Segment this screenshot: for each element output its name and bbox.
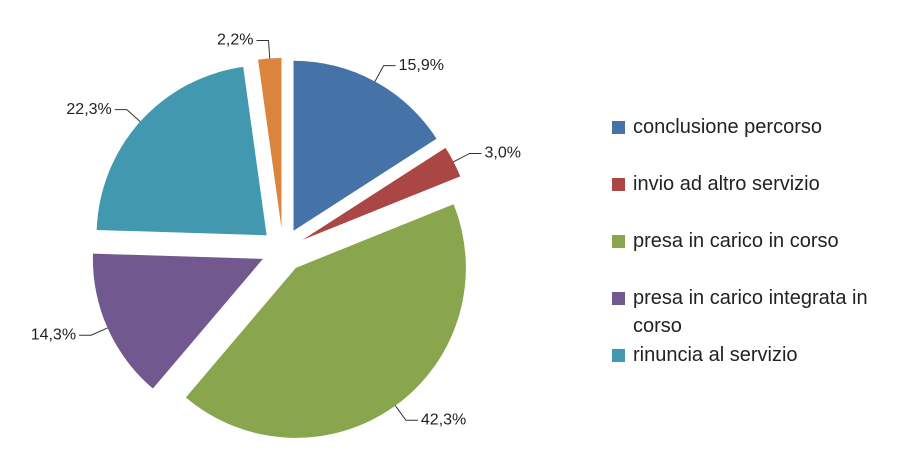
legend-item: conclusione percorso: [612, 113, 912, 170]
legend-label: presa in carico integrata in corso: [633, 287, 868, 337]
data-label: 2,2%: [217, 32, 253, 49]
pie-slice: [92, 253, 263, 389]
data-label: 22,3%: [66, 101, 111, 118]
legend-label: rinuncia al servizio: [633, 344, 798, 366]
legend-item: presa in carico integrata in corso: [612, 284, 912, 341]
data-label: 42,3%: [421, 411, 466, 428]
pie-slice: [258, 58, 282, 229]
legend-item: rinuncia al servizio: [612, 341, 912, 398]
leader-line: [79, 327, 108, 336]
legend-swatch: [612, 121, 625, 134]
leader-line: [453, 152, 482, 163]
legend-swatch: [612, 292, 625, 305]
pie-slice: [302, 147, 461, 240]
legend: conclusione percorso invio ad altro servi…: [612, 113, 912, 398]
leader-line: [394, 405, 418, 421]
data-label: 14,3%: [31, 326, 76, 343]
legend-label: invio ad altro servizio: [633, 173, 820, 195]
leader-line: [256, 40, 271, 59]
leader-line: [114, 109, 141, 123]
legend-item: presa in carico in corso: [612, 227, 912, 284]
legend-item: invio ad altro servizio: [612, 170, 912, 227]
data-label: 15,9%: [399, 57, 444, 74]
legend-swatch: [612, 235, 625, 248]
legend-swatch: [612, 349, 625, 362]
pie-area: 15,9% 3,0% 42,3% 14,3% 22,3% 2,2%: [31, 32, 521, 438]
pie-slice: [96, 66, 267, 236]
data-label: 3,0%: [485, 145, 521, 162]
legend-label: presa in carico in corso: [633, 230, 839, 252]
pie-slice: [293, 60, 437, 231]
pie-slice: [185, 204, 466, 438]
leader-line: [374, 65, 396, 82]
legend-label: conclusione percorso: [633, 116, 822, 138]
legend-swatch: [612, 178, 625, 191]
